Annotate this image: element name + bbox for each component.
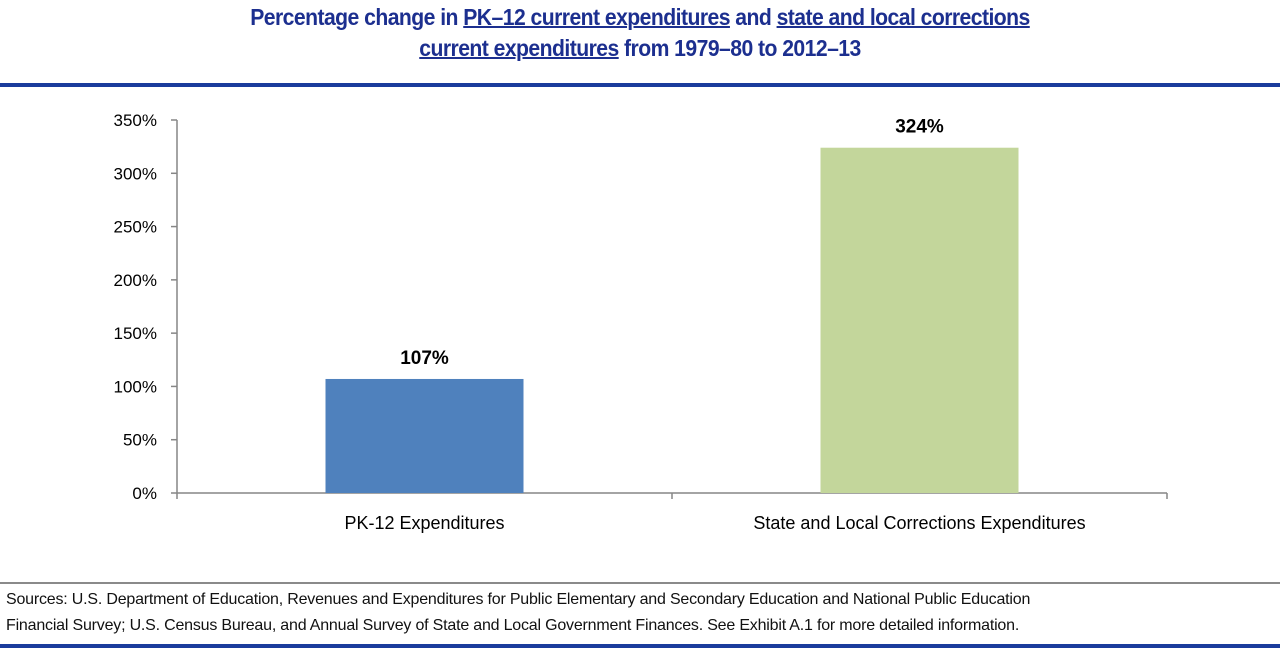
title-link-corrections[interactable]: state and local corrections — [776, 4, 1031, 30]
footer-divider — [0, 582, 1280, 584]
y-tick-label: 150% — [114, 324, 157, 343]
y-tick-label: 0% — [132, 484, 157, 503]
data-label-1: 107% — [400, 348, 449, 369]
chart-title-line-2: current expenditures from 1979–80 to 201… — [51, 35, 1229, 62]
y-tick-label: 100% — [114, 377, 157, 396]
chart-title-line-1: Percentage change in PK–12 current expen… — [51, 4, 1229, 31]
y-tick-label: 300% — [114, 164, 157, 183]
title-link-corrections-cont[interactable]: current expenditures — [419, 35, 619, 61]
title-text: from 1979–80 to 2012–13 — [618, 35, 861, 61]
x-category-label: PK-12 Expenditures — [344, 513, 504, 533]
data-label-2: 324% — [895, 117, 944, 138]
y-tick-label: 200% — [114, 271, 157, 290]
y-tick-label: 350% — [114, 111, 157, 130]
title-link-pk12[interactable]: PK–12 current expenditures — [463, 4, 730, 30]
title-divider — [0, 83, 1280, 87]
y-tick-label: 50% — [123, 431, 157, 450]
title-text: Percentage change in — [250, 4, 464, 30]
sources-line-1: Sources: U.S. Department of Education, R… — [6, 591, 1031, 608]
bottom-divider — [0, 644, 1280, 648]
sources-line-2: Financial Survey; U.S. Census Bureau, an… — [6, 617, 1020, 634]
bar-chart: 0% 50% 100% 150% 200% 250% 300% 350% 107% PK-12 E… — [114, 111, 1168, 533]
bar-2 — [820, 147, 1019, 494]
y-tick-label: 250% — [114, 218, 157, 237]
title-text: and — [729, 4, 777, 30]
x-category-label: State and Local Corrections Expenditures — [753, 513, 1085, 533]
bar-1 — [325, 378, 524, 493]
